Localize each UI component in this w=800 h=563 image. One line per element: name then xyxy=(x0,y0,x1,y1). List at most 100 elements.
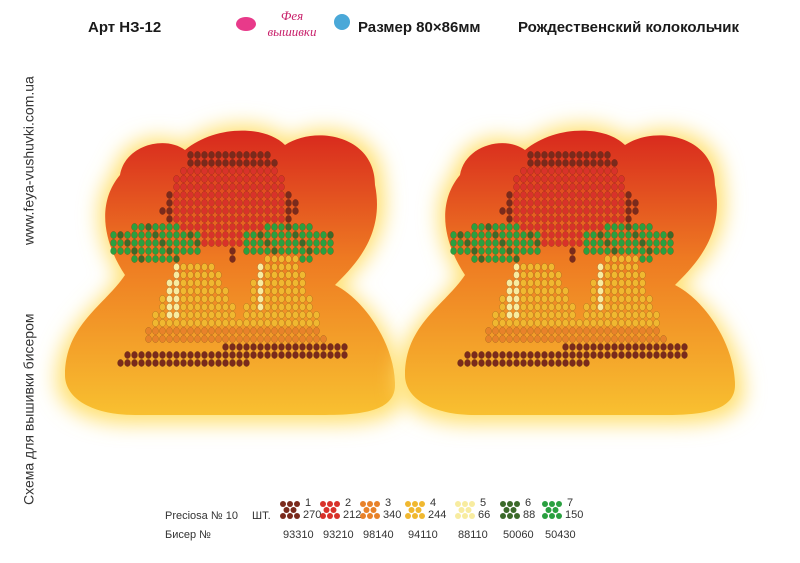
bead xyxy=(222,191,229,199)
bead xyxy=(131,239,138,247)
bead xyxy=(243,247,250,255)
legend-count: 340 xyxy=(383,509,401,521)
bead xyxy=(590,319,597,327)
bead xyxy=(520,279,527,287)
bead xyxy=(513,255,520,263)
bead xyxy=(625,351,632,359)
bead xyxy=(264,263,271,271)
bead xyxy=(499,311,506,319)
bead xyxy=(173,319,180,327)
bead xyxy=(520,191,527,199)
bead xyxy=(520,231,527,239)
bead xyxy=(611,343,618,351)
bead xyxy=(541,151,548,159)
bead xyxy=(618,351,625,359)
bead xyxy=(534,231,541,239)
legend-swatch-bead xyxy=(323,507,330,513)
bead xyxy=(180,311,187,319)
bead xyxy=(285,247,292,255)
bead xyxy=(562,335,569,343)
bead xyxy=(583,303,590,311)
bead xyxy=(618,183,625,191)
bead xyxy=(194,239,201,247)
bead xyxy=(173,191,180,199)
bead xyxy=(604,167,611,175)
bead xyxy=(583,319,590,327)
bead xyxy=(569,175,576,183)
patterns xyxy=(57,124,744,424)
bead xyxy=(292,327,299,335)
bead xyxy=(166,239,173,247)
bead xyxy=(555,239,562,247)
bead xyxy=(541,295,548,303)
bead xyxy=(457,247,464,255)
bead xyxy=(492,351,499,359)
bead xyxy=(201,239,208,247)
bead xyxy=(618,343,625,351)
bead xyxy=(187,167,194,175)
bead xyxy=(243,167,250,175)
legend-count: 244 xyxy=(428,509,446,521)
bead xyxy=(250,335,257,343)
bead xyxy=(278,271,285,279)
bead xyxy=(639,351,646,359)
bead xyxy=(138,239,145,247)
bead xyxy=(499,295,506,303)
bead xyxy=(527,199,534,207)
bead xyxy=(271,335,278,343)
bead xyxy=(215,175,222,183)
bead xyxy=(243,191,250,199)
bead xyxy=(243,159,250,167)
bead xyxy=(576,351,583,359)
bead xyxy=(229,207,236,215)
bead xyxy=(520,183,527,191)
bead xyxy=(271,311,278,319)
legend-swatch-bead xyxy=(360,513,366,519)
bead xyxy=(548,231,555,239)
legend-swatch-bead xyxy=(419,513,425,519)
bead xyxy=(159,335,166,343)
bead xyxy=(457,359,464,367)
bead xyxy=(548,239,555,247)
bead xyxy=(166,207,173,215)
bead xyxy=(541,263,548,271)
bead xyxy=(208,327,215,335)
legend-swatch-bead xyxy=(405,501,411,507)
bead xyxy=(506,359,513,367)
bead xyxy=(625,263,632,271)
caption: Схема для вышивки бисером xyxy=(21,314,37,506)
bead xyxy=(618,287,625,295)
bead xyxy=(499,231,506,239)
bead xyxy=(180,191,187,199)
legend-code: 98140 xyxy=(363,529,394,541)
bead xyxy=(604,351,611,359)
bead xyxy=(257,167,264,175)
bead xyxy=(562,167,569,175)
bead xyxy=(215,359,222,367)
bead xyxy=(229,223,236,231)
legend-swatch-bead xyxy=(545,507,552,513)
bead xyxy=(611,223,618,231)
bead xyxy=(639,319,646,327)
bead xyxy=(250,231,257,239)
bead xyxy=(229,255,236,263)
bead xyxy=(124,359,131,367)
bead xyxy=(548,207,555,215)
bead xyxy=(611,159,618,167)
bead xyxy=(513,239,520,247)
bead xyxy=(646,223,653,231)
bead xyxy=(194,151,201,159)
bead xyxy=(201,191,208,199)
logo: Фея вышивки xyxy=(236,8,350,39)
article: Арт НЗ-12 xyxy=(88,19,161,36)
bead xyxy=(618,215,625,223)
bead xyxy=(555,167,562,175)
bead xyxy=(208,159,215,167)
bead xyxy=(201,351,208,359)
bead xyxy=(576,207,583,215)
bead xyxy=(173,215,180,223)
bead xyxy=(194,303,201,311)
bead xyxy=(299,247,306,255)
bead xyxy=(681,343,688,351)
